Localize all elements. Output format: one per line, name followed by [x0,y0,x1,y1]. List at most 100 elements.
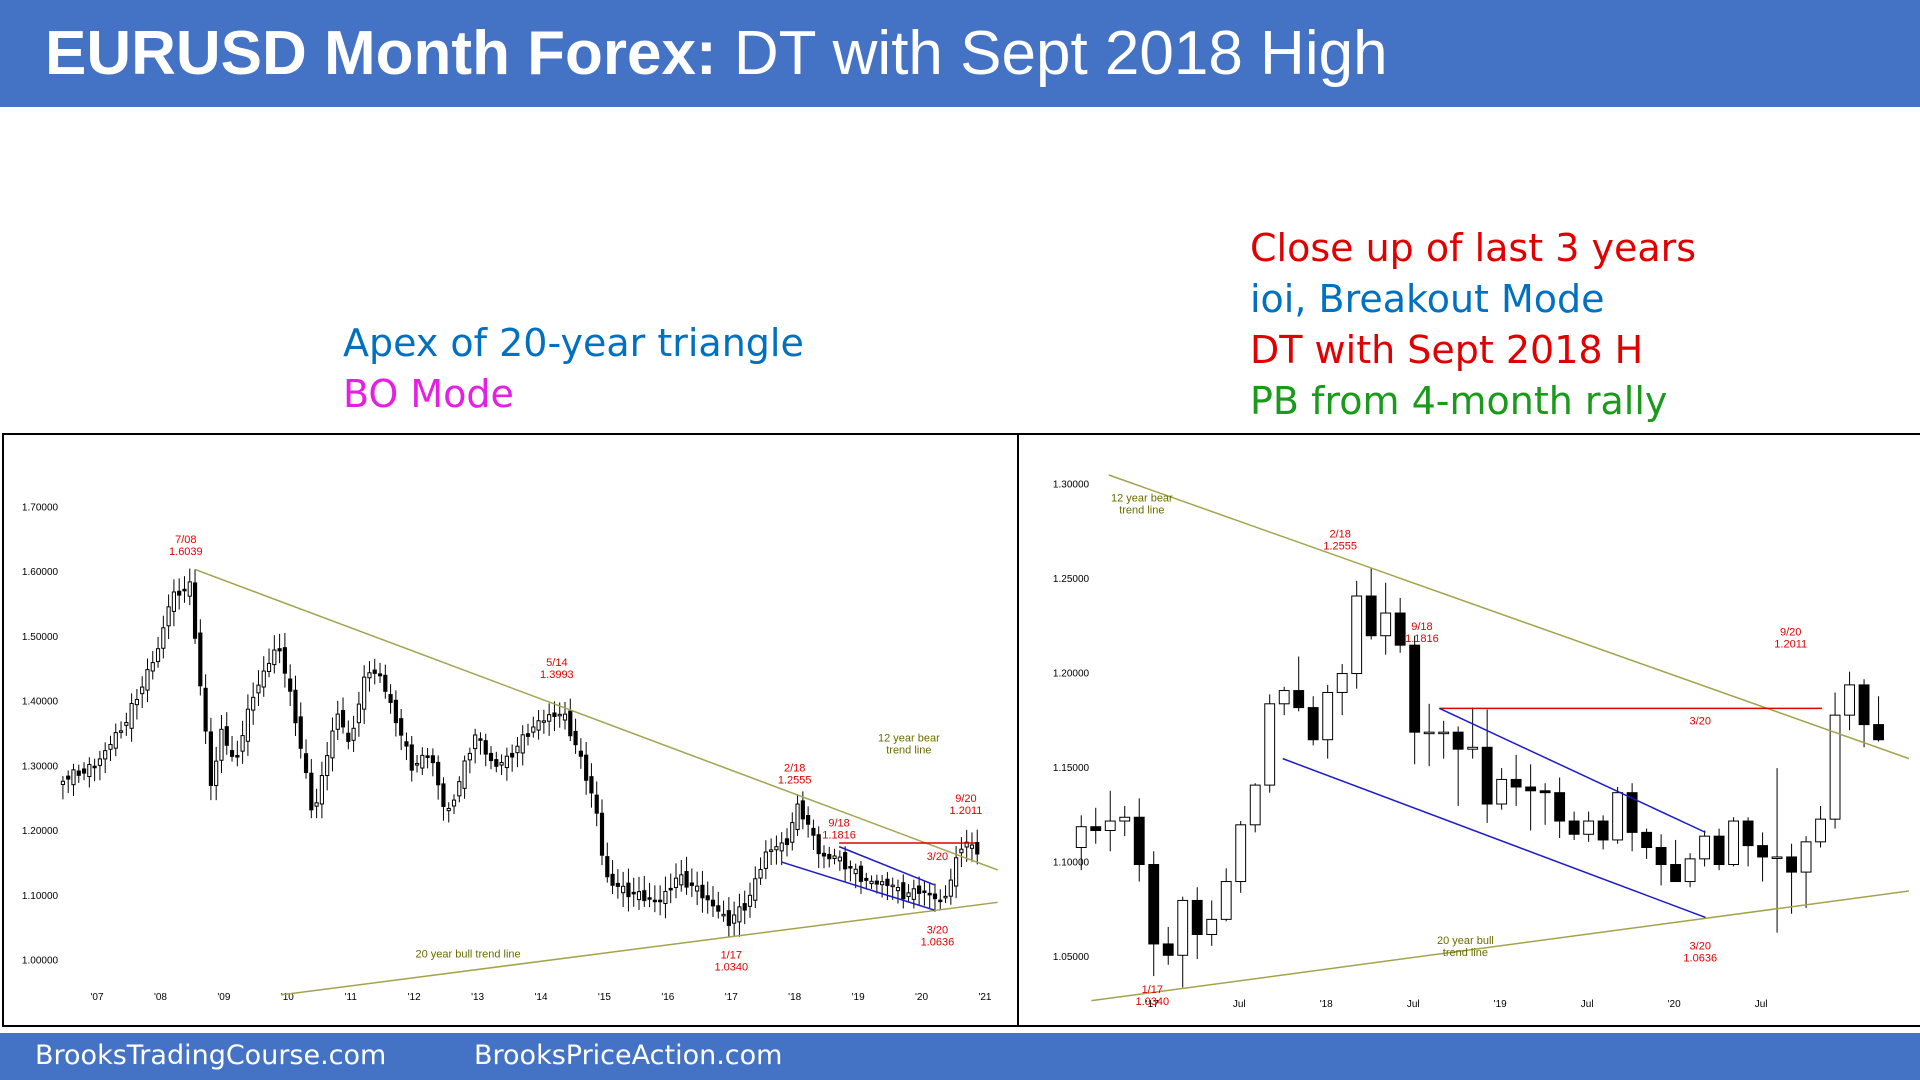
candle [769,838,774,866]
candle [325,741,330,791]
title-rest: DT with Sept 2018 High [733,19,1388,88]
candle-body [1699,835,1711,860]
footer-link-price-action[interactable]: BrooksPriceAction.com [474,1040,783,1071]
candle-body [901,882,906,900]
candle-body [182,588,187,592]
candle [578,738,583,769]
candle [145,658,150,703]
candle-body [832,855,837,859]
candle-body [409,744,414,771]
candle-body [1626,792,1638,833]
x-tick-label: '14 [534,992,547,1003]
candle [536,710,541,740]
candle-body [478,738,483,741]
chart-annotation: 3/20 1.0636 [1683,941,1717,965]
candle [198,619,203,696]
footer-link-trading-course[interactable]: BrooksTradingCourse.com [35,1040,387,1071]
candle-body [1800,841,1812,873]
candle [732,901,737,938]
chart-annotation: 12 year bear trend line [878,733,940,757]
candle [716,891,721,919]
chart-annotation: 9/18 1.1816 [1405,621,1439,645]
candle [541,709,546,734]
y-tick-label: 1.00000 [22,956,59,967]
candle-body [774,846,779,851]
candle [1525,764,1537,831]
x-tick-label: Jul [1581,999,1594,1010]
candle [1829,692,1841,829]
candle [684,856,689,895]
candle [1641,828,1653,859]
candle [1235,821,1247,893]
candle-body [340,709,346,728]
candle-body [864,877,869,881]
candle-body [700,884,705,899]
channel-lower-line [781,861,935,911]
candle [425,748,430,769]
chart-annotation: 3/20 [927,851,948,863]
candle [457,776,462,803]
channel-lower-line [1282,757,1706,919]
candle [938,889,943,911]
candle-body [1090,826,1102,831]
candle-body [441,783,446,807]
candle [404,732,409,761]
candle [504,747,509,781]
y-tick-label: 1.20000 [1053,669,1090,680]
candle-body [1380,612,1392,637]
y-tick-label: 1.15000 [1053,763,1090,774]
candle [927,883,932,909]
candle [1177,896,1189,988]
candle-body [309,772,314,811]
candle [843,846,848,882]
candle [71,763,76,797]
candle [1264,694,1276,793]
candle [869,875,874,889]
candle-body [473,734,478,750]
chart-annotation: 2/18 1.2555 [1323,528,1357,552]
candle-body [536,720,541,731]
candle-body [457,781,462,797]
candle-body [890,884,895,888]
candle-body [594,794,599,814]
candle [1119,805,1131,837]
candle-body [1757,845,1769,858]
candle-body [573,730,578,746]
candle [901,874,906,909]
candle [314,788,319,819]
chart-annotation: 2/18 1.2555 [778,763,812,787]
candle-body [647,897,652,900]
candle [393,690,398,737]
candle-body [769,849,774,852]
x-tick-label: '17 [725,992,738,1003]
candle [182,576,187,603]
candle-body [319,775,324,805]
candle-body [1278,690,1290,705]
candle [462,755,467,799]
candle [118,721,124,739]
candle-body [66,775,71,780]
y-tick-label: 1.50000 [22,632,59,643]
candle [436,755,441,800]
candle [631,877,636,907]
candle-body [1075,826,1087,849]
candle [642,875,647,907]
candle-body [800,800,805,820]
candle [906,884,911,903]
x-tick-label: Jul [1233,999,1246,1010]
candle [214,746,219,801]
candle-body [869,880,874,885]
y-tick-label: 1.10000 [22,891,59,902]
chart-annotation: 9/20 1.2011 [1774,627,1807,651]
candle [721,900,726,922]
candle-body [858,865,864,882]
candle-body [568,710,573,737]
candle [383,664,388,699]
candle-body [462,760,467,789]
candle [266,648,272,678]
x-tick-label: '15 [598,992,611,1003]
candle-body [610,873,615,886]
candle-body [975,842,980,855]
candle-body [108,743,113,750]
candle-body [753,878,758,901]
